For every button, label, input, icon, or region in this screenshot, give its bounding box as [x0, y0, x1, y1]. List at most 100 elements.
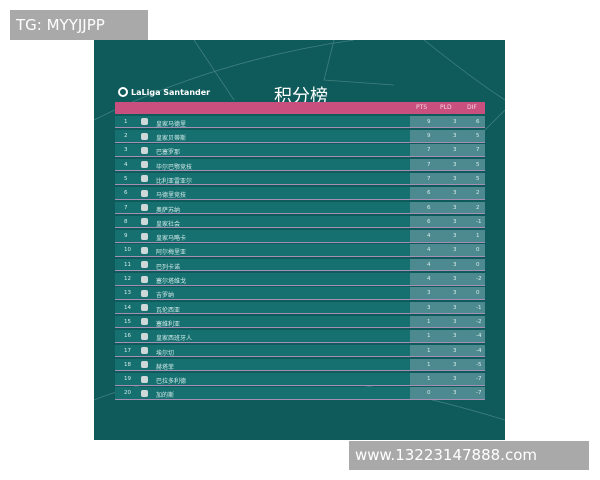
stats-cell: [410, 144, 485, 156]
played: 3: [453, 276, 457, 283]
goal-difference: -7: [476, 376, 482, 383]
team-name: 皇家马略卡: [156, 235, 187, 243]
table-row: 5 比利亚雷亚尔 7 3 5: [115, 172, 485, 186]
goal-difference: 6: [476, 118, 480, 125]
played: 3: [453, 233, 457, 240]
laliga-logo: LaLiga Santander: [118, 87, 210, 97]
rank: 19: [124, 376, 131, 383]
stats-cell: [410, 158, 485, 171]
played: 3: [453, 247, 457, 254]
team-crest-icon: [141, 232, 148, 240]
team-crest-icon: [141, 146, 148, 154]
table-row: 12 塞尔塔维戈 4 3 -2: [115, 273, 485, 286]
table-row: 6 马德里竞技 6 3 2: [115, 187, 485, 200]
team-name: 巴塞罗那: [156, 149, 181, 157]
goal-difference: -5: [476, 361, 482, 368]
goal-difference: 7: [476, 147, 480, 154]
team-crest-icon: [141, 204, 148, 212]
played: 3: [453, 390, 457, 397]
team-name: 奥萨苏纳: [156, 206, 181, 214]
stats-cell: [410, 215, 485, 228]
standings-poster: LaLiga Santander 积分榜 PTS PLD DIF 1 皇家马德里…: [94, 40, 505, 440]
table-row: 17 埃尔切 1 3 -4: [115, 344, 485, 358]
points: 1: [427, 361, 431, 368]
goal-difference: 5: [476, 133, 480, 140]
team-name: 塞尔塔维戈: [156, 278, 187, 286]
team-crest-icon: [141, 261, 148, 269]
goal-difference: 5: [476, 175, 480, 182]
points: 4: [427, 233, 431, 240]
played: 3: [453, 175, 457, 182]
rank: 3: [124, 147, 128, 154]
points: 4: [427, 276, 431, 283]
team-name: 赫塔菲: [156, 363, 175, 371]
rank: 16: [124, 333, 131, 340]
goal-difference: -2: [476, 276, 482, 283]
table-row: 14 瓦伦西亚 3 3 -1: [115, 301, 485, 315]
goal-difference: -1: [476, 218, 482, 225]
stats-cell: [410, 301, 485, 314]
team-name: 加的斯: [156, 392, 175, 400]
table-row: 1 皇家马德里 9 3 6: [115, 115, 485, 129]
points: 1: [427, 318, 431, 325]
goal-difference: 0: [476, 247, 480, 254]
team-crest-icon: [141, 389, 148, 397]
watermark-top-left: TG: MYYJJPP: [10, 10, 148, 40]
team-crest-icon: [141, 332, 148, 340]
points: 7: [427, 161, 431, 168]
team-crest-icon: [141, 132, 148, 140]
stats-cell: [410, 172, 485, 185]
played: 3: [453, 204, 457, 211]
table-row: 13 吉罗纳 3 3 0: [115, 287, 485, 300]
played: 3: [453, 133, 457, 140]
team-crest-icon: [141, 375, 148, 383]
points: 0: [427, 390, 431, 397]
team-name: 塞维利亚: [156, 320, 181, 328]
points: 1: [427, 333, 431, 340]
goal-difference: 1: [476, 233, 480, 240]
team-crest-icon: [141, 289, 148, 297]
team-crest-icon: [141, 347, 148, 355]
rank: 1: [124, 118, 128, 125]
stats-cell: [410, 358, 485, 371]
points: 4: [427, 261, 431, 268]
rank: 2: [124, 133, 128, 140]
table-row: 20 加的斯 0 3 -7: [115, 387, 485, 400]
table-row: 16 皇家西班牙人 1 3 -4: [115, 330, 485, 343]
ball-icon: [118, 87, 128, 97]
rank: 12: [124, 276, 131, 283]
played: 3: [453, 361, 457, 368]
points: 7: [427, 147, 431, 154]
team-crest-icon: [141, 118, 148, 126]
played: 3: [453, 118, 457, 125]
table-row: 19 巴拉多利德 1 3 -7: [115, 373, 485, 386]
col-pts: PTS: [416, 104, 428, 111]
stats-cell: [410, 287, 485, 299]
stats-cell: [410, 315, 485, 328]
team-name: 毕尔巴鄂竞技: [156, 163, 193, 171]
team-crest-icon: [141, 304, 148, 312]
stats-cell: [410, 344, 485, 357]
rank: 6: [124, 190, 128, 197]
col-pld: PLD: [440, 104, 452, 111]
stats-cell: [410, 373, 485, 385]
team-name: 巴列卡诺: [156, 263, 181, 271]
points: 3: [427, 290, 431, 297]
rank: 20: [124, 390, 131, 397]
table-row: 3 巴塞罗那 7 3 7: [115, 144, 485, 157]
team-crest-icon: [141, 361, 148, 369]
points: 1: [427, 347, 431, 354]
stats-cell: [410, 330, 485, 342]
team-crest-icon: [141, 275, 148, 283]
team-name: 皇家西班牙人: [156, 335, 193, 343]
page-title: 积分榜: [274, 86, 328, 107]
table-row: 2 皇家贝蒂斯 9 3 5: [115, 130, 485, 143]
points: 7: [427, 175, 431, 182]
stats-cell: [410, 273, 485, 285]
goal-difference: -4: [476, 333, 482, 340]
goal-difference: -7: [476, 390, 482, 397]
rank: 15: [124, 318, 131, 325]
table-row: 15 塞维利亚 1 3 -2: [115, 315, 485, 329]
team-crest-icon: [141, 175, 148, 183]
rank: 9: [124, 233, 128, 240]
